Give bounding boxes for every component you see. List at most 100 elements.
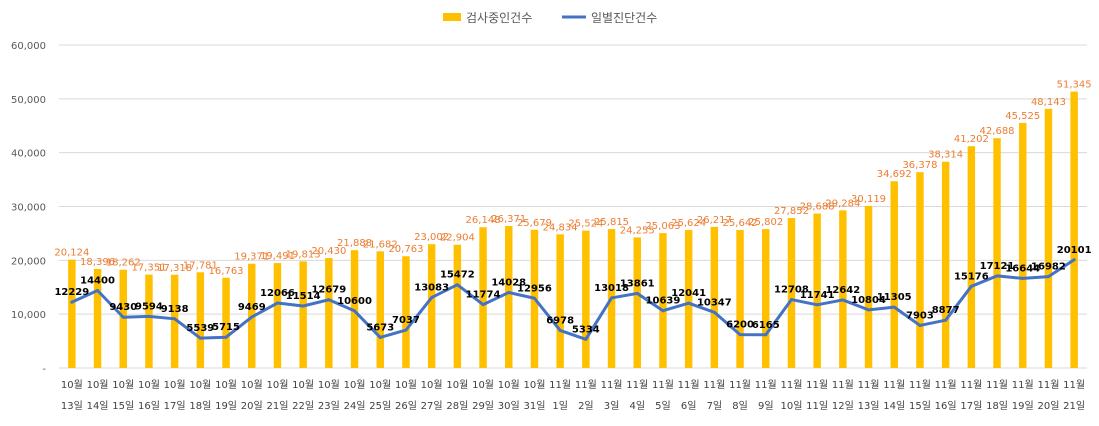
bar-data-label: 21,888 [337,238,372,249]
line-point [995,274,999,278]
bar [453,244,462,368]
bar [659,233,667,368]
line-data-label: 12679 [311,285,346,296]
bar [1019,122,1027,368]
bar [376,251,384,368]
line-point [841,298,845,302]
bar [505,226,513,368]
x-tick-month: 10월 [395,379,417,391]
line-point [224,335,228,339]
x-tick-month: 10월 [138,379,160,391]
line-point [121,315,125,319]
bar-data-label: 41,202 [954,134,989,145]
x-tick-day: 17일 [164,400,186,412]
line-data-label: 12041 [671,288,706,299]
bar-data-label: 17,318 [157,263,192,274]
line-point [198,336,202,340]
bar-data-label: 48,143 [1031,97,1066,108]
bar-data-label: 38,314 [928,150,963,161]
line-data-label: 12642 [825,285,860,296]
line-data-label: 15176 [954,271,989,282]
x-tick-month: 11월 [575,379,597,391]
bar-data-label: 27,852 [774,206,809,217]
x-tick-month: 11월 [626,379,648,391]
bar-data-label: 19,491 [260,251,295,262]
x-tick-day: 1일 [552,400,568,412]
bar [762,229,770,368]
line-point [687,301,691,305]
line-data-label: 8877 [932,305,960,316]
x-tick-day: 10일 [780,400,802,412]
x-tick-month: 10월 [472,379,494,391]
x-tick-day: 14일 [883,400,905,412]
y-axis-ticks: - 10,000 20,000 30,000 40,000 50,000 60,000 [11,41,46,375]
x-tick-day: 5일 [655,400,671,412]
bar-data-label: 25,063 [645,221,680,232]
bar [170,274,179,368]
bar-data-label: 45,525 [1005,111,1040,122]
x-tick-day: 25일 [369,400,391,412]
bars [68,91,1078,369]
bar-data-label: 25,802 [748,217,783,228]
bar [916,172,924,368]
line-data-label: 9594 [135,301,163,312]
bar-data-labels: 20,12418,39618,26217,35117,31817,78116,7… [54,80,1091,277]
x-tick-day: 29일 [472,400,494,412]
bar-data-label: 22,904 [440,233,475,244]
bar [222,277,230,368]
x-tick-day: 16일 [138,400,160,412]
x-tick-day: 23일 [318,400,340,412]
x-tick-month: 10월 [112,379,134,391]
line-data-label: 5334 [572,324,600,335]
x-tick-month: 11월 [1012,379,1034,391]
x-tick-month: 10월 [369,379,391,391]
x-tick-day: 16일 [935,400,957,412]
line-data-label: 7037 [392,315,420,326]
bar [325,258,333,368]
x-tick-month: 10월 [61,379,83,391]
line-point [1021,276,1025,280]
line-data-label: 9430 [109,302,137,313]
x-tick-day: 17일 [960,400,982,412]
x-tick-day: 3일 [604,400,620,412]
x-tick-month: 11월 [1063,379,1085,391]
bar [582,230,590,368]
x-tick-day: 26일 [395,400,417,412]
x-tick-day: 12일 [832,400,854,412]
legend: 검사중인건수 일별진단건수 [443,11,657,25]
bar [1070,91,1078,369]
line-data-label: 5539 [186,323,214,334]
bar-data-label: 26,371 [491,214,526,225]
x-tick-month: 11월 [678,379,700,391]
y-tick-label: 20,000 [11,256,46,267]
x-tick-month: 11월 [703,379,725,391]
x-tick-month: 10월 [266,379,288,391]
x-tick-month: 10월 [215,379,237,391]
bar-data-label: 25,815 [594,217,629,228]
x-tick-month: 11월 [780,379,802,391]
bar [941,161,950,368]
x-tick-day: 11일 [806,400,828,412]
line-data-label: 11774 [466,290,501,301]
x-tick-day: 15일 [909,400,931,412]
x-tick-month: 10월 [292,379,314,391]
line-point [969,284,973,288]
x-tick-month: 11월 [986,379,1008,391]
bar [684,230,693,368]
gridlines [59,44,1087,369]
x-tick-day: 2일 [578,400,594,412]
line-data-label: 6165 [752,320,780,331]
bar-data-label: 24,255 [620,225,655,236]
bar [145,274,153,368]
line-data-label: 12956 [517,283,552,294]
x-tick-month: 10월 [421,379,443,391]
x-tick-month: 11월 [755,379,777,391]
y-tick-label: 30,000 [11,203,46,214]
bar [93,268,102,368]
x-axis-ticks: 10월13일10월14일10월15일10월16일10월17일10월18일10월1… [61,379,1085,412]
bar [299,261,307,368]
line-data-label: 11305 [877,292,912,303]
line-data-label: 15472 [440,270,475,281]
x-tick-day: 6일 [681,400,697,412]
bar [402,256,410,368]
